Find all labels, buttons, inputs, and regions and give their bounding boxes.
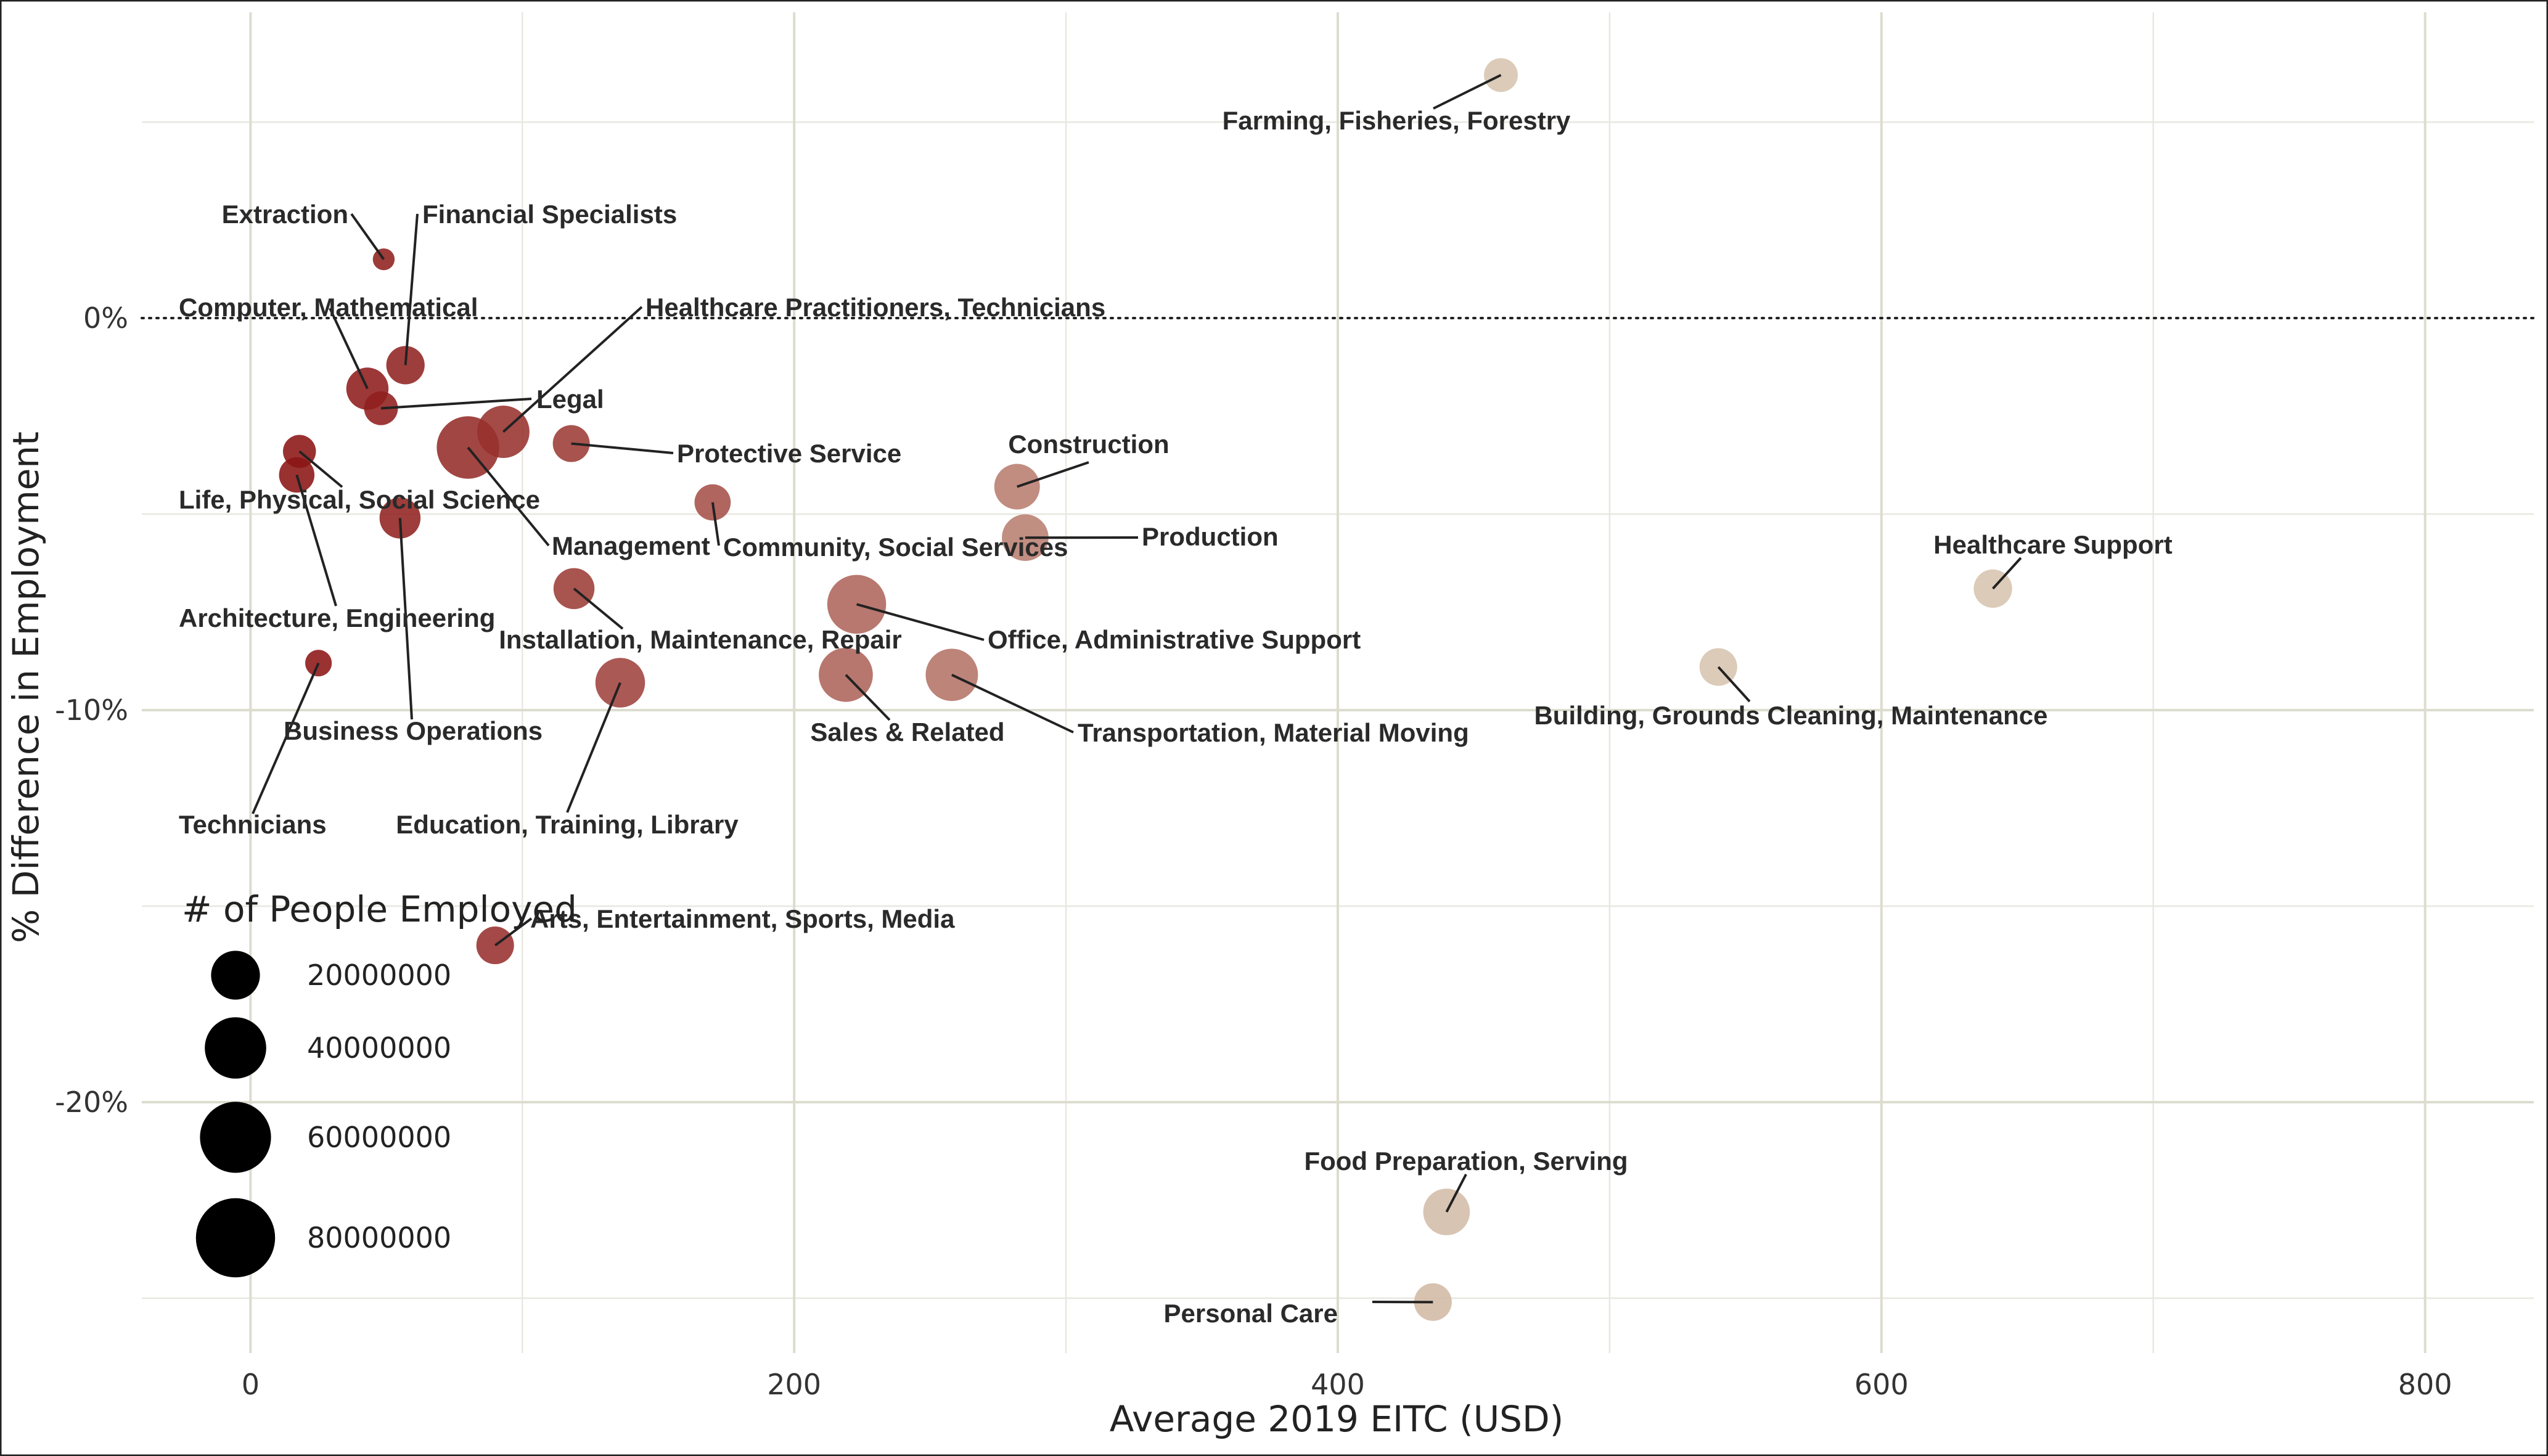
leader-line-layer [252, 73, 2022, 1304]
bubble-life-physical-social-science [282, 435, 316, 468]
point-label-building-grounds-cleaning-maintenance: Building, Grounds Cleaning, Maintenance [1534, 701, 2047, 730]
leader-line-education-training-library [566, 682, 621, 813]
point-label-financial-specialists: Financial Specialists [422, 200, 677, 229]
legend-size-label: 60000000 [307, 1121, 451, 1154]
point-label-farming-fisheries-forestry: Farming, Fisheries, Forestry [1223, 106, 1571, 135]
leader-line-community-social-services [711, 502, 720, 546]
leader-line-installation-maintenance-repair [573, 587, 624, 630]
bubble-food-preparation-serving [1423, 1188, 1470, 1235]
leader-line-legal [380, 398, 532, 410]
y-axis-title: % Difference in Employment [5, 431, 47, 943]
leader-line-arts-entertainment-sports-media [494, 917, 533, 947]
legend-size-label: 80000000 [307, 1221, 451, 1254]
point-label-production: Production [1142, 522, 1279, 551]
legend: # of People Employed 20000000 40000000 600… [182, 888, 577, 1278]
point-label-education-training-library: Education, Training, Library [396, 810, 739, 839]
legend-size-label: 40000000 [307, 1031, 451, 1065]
point-label-food-preparation-serving: Food Preparation, Serving [1304, 1147, 1628, 1176]
axis-layer: Average 2019 EITC (USD) % Difference in … [5, 301, 2452, 1440]
grid [142, 12, 2534, 1353]
point-label-healthcare-support: Healthcare Support [1933, 530, 2172, 559]
leader-line-healthcare-support [1992, 557, 2022, 590]
point-label-community-social-services: Community, Social Services [723, 533, 1068, 562]
point-label-technicians: Technicians [179, 810, 327, 839]
x-tick-label: 800 [2398, 1368, 2452, 1401]
leader-line-farming-fisheries-forestry [1433, 73, 1502, 110]
leader-line-transportation-material-moving [951, 673, 1074, 734]
leader-line-computer-mathematical [329, 308, 369, 390]
leader-line-financial-specialists [404, 213, 419, 366]
leader-line-extraction [350, 213, 385, 260]
point-label-computer-mathematical: Computer, Mathematical [179, 293, 478, 322]
y-tick-label: -10% [55, 693, 128, 727]
bubble-financial-specialists [386, 346, 425, 385]
y-tick-label: -20% [55, 1086, 128, 1119]
legend-size-label: 20000000 [307, 959, 451, 992]
point-label-protective-service: Protective Service [677, 439, 901, 468]
point-label-life-physical-social-science: Life, Physical, Social Science [179, 485, 540, 514]
point-label-healthcare-practitioners-technicians: Healthcare Practitioners, Technicians [645, 293, 1105, 322]
leader-line-office-administrative-support [856, 603, 985, 641]
point-label-installation-maintenance-repair: Installation, Maintenance, Repair [499, 625, 901, 654]
point-label-personal-care: Personal Care [1164, 1299, 1338, 1328]
point-label-architecture-engineering: Architecture, Engineering [179, 603, 495, 632]
leader-line-architecture-engineering [295, 474, 337, 607]
legend-title: # of People Employed [182, 888, 577, 930]
leader-line-technicians [252, 662, 320, 814]
point-label-management: Management [552, 531, 710, 560]
point-label-layer: Farming, Fisheries, Forestry Extraction Fi… [179, 106, 2173, 1328]
bubble-healthcare-practitioners-technicians [477, 406, 530, 458]
leader-line-food-preparation-serving [1445, 1174, 1467, 1213]
point-label-business-operations: Business Operations [284, 716, 543, 745]
point-label-transportation-material-moving: Transportation, Material Moving [1078, 718, 1469, 747]
point-label-sales-related: Sales & Related [810, 718, 1004, 746]
leader-line-life-physical-social-science [298, 450, 343, 488]
legend-size-swatch [200, 1102, 271, 1173]
legend-size-swatch [195, 1198, 276, 1278]
legend-size-swatch [211, 951, 260, 1000]
x-tick-label: 0 [242, 1368, 260, 1401]
leader-line-sales-related [845, 674, 891, 721]
point-label-arts-entertainment-sports-media: Arts, Entertainment, Sports, Media [530, 904, 955, 933]
leader-line-management [467, 446, 550, 547]
point-label-construction: Construction [1008, 430, 1169, 459]
leader-line-protective-service [571, 442, 674, 454]
leader-line-building-grounds-cleaning-maintenance [1717, 666, 1751, 703]
leader-line-business-operations [398, 518, 413, 720]
x-tick-label: 400 [1311, 1368, 1365, 1401]
legend-size-swatch [205, 1017, 266, 1079]
y-tick-label: 0% [83, 301, 128, 335]
point-label-extraction: Extraction [222, 200, 348, 229]
leader-line-healthcare-practitioners-technicians [502, 306, 643, 433]
point-label-legal: Legal [536, 385, 604, 414]
point-label-office-administrative-support: Office, Administrative Support [988, 625, 1361, 654]
x-axis-title: Average 2019 EITC (USD) [1110, 1398, 1564, 1440]
x-tick-label: 600 [1854, 1368, 1909, 1401]
x-tick-label: 200 [767, 1368, 821, 1401]
leader-line-construction [1017, 461, 1089, 488]
